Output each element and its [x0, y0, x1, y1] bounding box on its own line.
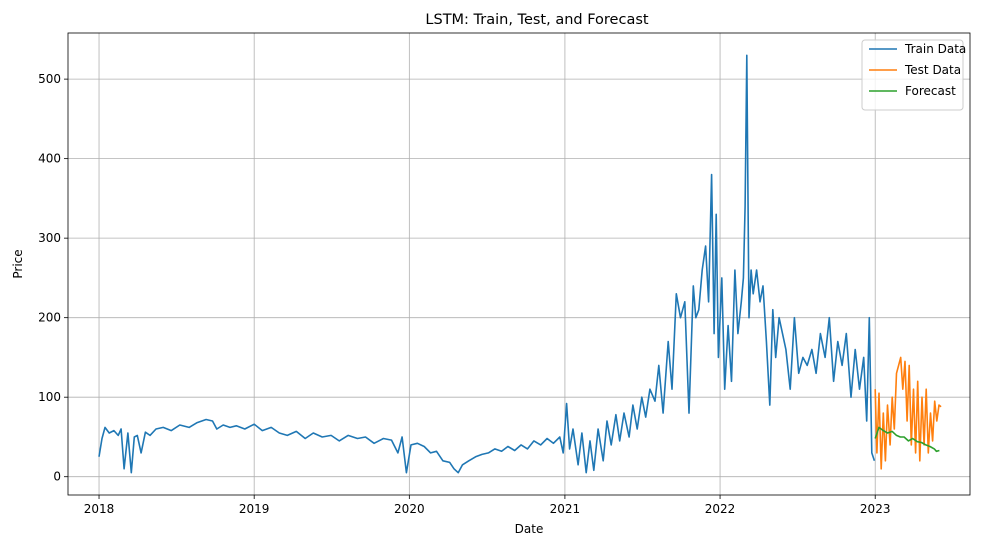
- legend-label-test-data: Test Data: [904, 63, 961, 77]
- plot-frame: [67, 32, 971, 496]
- x-tick-label: 2023: [860, 502, 891, 516]
- series-line-forecast: [874, 426, 940, 453]
- legend-label-train-data: Train Data: [904, 42, 966, 56]
- x-tick-label: 2020: [394, 502, 425, 516]
- y-axis-title: Price: [11, 249, 25, 278]
- legend-label-forecast: Forecast: [905, 84, 956, 98]
- x-tick-label: 2022: [705, 502, 736, 516]
- y-axis: 0 100 200 300 400 500: [38, 72, 68, 484]
- x-axis: 2018 2019 2020 2021 2022 2023: [84, 495, 891, 516]
- x-tick-label: 2019: [239, 502, 270, 516]
- series-line-train-data: [98, 54, 876, 474]
- y-tick-label: 0: [53, 470, 61, 484]
- y-tick-label: 100: [38, 390, 61, 404]
- legend-box: [861, 39, 964, 111]
- legend: Train Data Test Data Forecast: [861, 39, 966, 111]
- series-layer: [98, 54, 942, 474]
- y-tick-label: 300: [38, 231, 61, 245]
- y-tick-label: 400: [38, 152, 61, 166]
- plot-area: [68, 33, 970, 495]
- series-line-test-data: [874, 356, 942, 470]
- y-tick-label: 500: [38, 72, 61, 86]
- x-tick-label: 2021: [550, 502, 581, 516]
- chart-title: LSTM: Train, Test, and Forecast: [425, 12, 648, 28]
- x-tick-label: 2018: [84, 502, 115, 516]
- x-axis-title: Date: [515, 522, 544, 536]
- y-tick-label: 200: [38, 311, 61, 325]
